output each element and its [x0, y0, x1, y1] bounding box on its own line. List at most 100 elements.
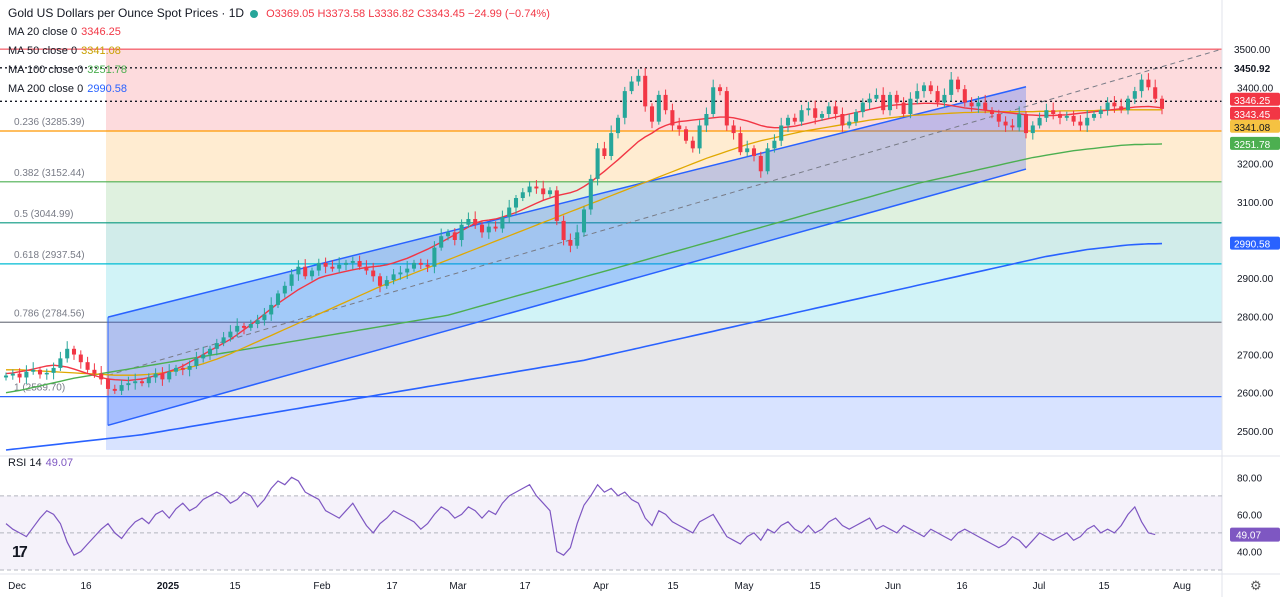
candle-49: [337, 257, 342, 273]
candle-95: [649, 103, 655, 129]
x-tick-15: 15: [1098, 581, 1110, 592]
candle-body: [969, 102, 974, 107]
candle-131: [894, 90, 899, 110]
candle-83: [568, 233, 573, 253]
candle-body: [513, 198, 519, 208]
candle-4: [31, 362, 36, 375]
candle-body: [221, 337, 226, 344]
candle-84: [575, 224, 580, 249]
candle-12: [85, 356, 90, 373]
candle-153: [1044, 103, 1049, 123]
chart-header: Gold US Dollars per Ounce Spot Prices · …: [8, 6, 550, 20]
candle-58: [398, 265, 403, 280]
candle-body: [405, 268, 410, 273]
candle-body: [758, 156, 763, 172]
candle-body: [588, 178, 593, 210]
candle-161: [1098, 105, 1103, 119]
candle-body: [615, 117, 621, 134]
candle-body: [71, 348, 77, 355]
candle-41: [282, 281, 287, 298]
candle-body: [989, 110, 995, 114]
candle-55: [377, 273, 383, 293]
price-tag-bg-7: [1230, 236, 1280, 250]
candle-body: [282, 285, 287, 294]
candle-167: [1139, 74, 1144, 98]
candle-42: [289, 269, 294, 292]
candle-body: [507, 207, 512, 218]
candle-1: [10, 369, 15, 380]
candle-150: [1023, 110, 1029, 139]
rsi-value-tag-bg: [1230, 527, 1280, 542]
candle-body: [976, 102, 981, 107]
candle-33: [228, 325, 233, 342]
candle-body: [1071, 115, 1076, 122]
candle-68: [466, 212, 471, 228]
candle-body: [1125, 98, 1131, 111]
x-tick-14: Jul: [1033, 581, 1046, 592]
candle-body: [745, 148, 750, 153]
candle-18: [126, 376, 131, 391]
candle-body: [751, 148, 757, 156]
candle-52: [357, 255, 362, 270]
x-tick-10: May: [735, 581, 754, 592]
candle-28: [194, 351, 199, 370]
candle-body: [826, 106, 831, 114]
candle-body: [357, 261, 362, 267]
candle-body: [17, 373, 22, 378]
candle-5: [37, 366, 43, 379]
candle-body: [275, 293, 281, 305]
candle-body: [1051, 110, 1056, 114]
candle-body: [819, 114, 825, 118]
price-tag-bg-3: [1230, 92, 1280, 106]
candle-body: [1119, 106, 1124, 111]
candle-body: [581, 209, 587, 233]
candle-65: [445, 229, 451, 241]
y-tick-9: 3400.00: [1237, 83, 1274, 94]
candle-51: [350, 256, 355, 270]
candle-body: [1023, 114, 1029, 134]
candle-body: [1098, 110, 1103, 114]
candle-body: [908, 98, 913, 114]
channel-fill: [108, 86, 1026, 426]
rsi-line: [5, 476, 1156, 557]
candle-36: [248, 319, 253, 331]
candle-body: [962, 89, 967, 103]
candle-body: [853, 112, 859, 122]
x-tick-4: Feb: [313, 581, 331, 592]
tradingview-logo-icon[interactable]: 17: [12, 544, 28, 561]
candle-96: [656, 90, 661, 125]
candle-body: [119, 385, 124, 391]
candle-body: [983, 102, 988, 111]
candle-17: [119, 379, 124, 396]
ma200-legend[interactable]: MA 200 close 0 2990.58: [8, 83, 127, 95]
candle-body: [241, 325, 247, 328]
candle-149: [1017, 106, 1022, 132]
candle-body: [677, 125, 682, 130]
candle-71: [486, 222, 491, 239]
candle-body: [860, 102, 865, 113]
candle-24: [167, 364, 172, 383]
candle-body: [65, 348, 70, 359]
ma50-legend[interactable]: MA 50 close 0 3341.08: [8, 45, 121, 57]
candle-62: [425, 259, 430, 273]
y-tick-2: 2700.00: [1237, 351, 1274, 362]
candle-body: [112, 388, 117, 391]
candle-body: [31, 369, 36, 372]
candle-110: [751, 145, 757, 162]
candle-74: [507, 199, 512, 223]
ma100-legend[interactable]: MA 100 close 0 3251.78: [8, 64, 127, 76]
candle-body: [160, 373, 165, 380]
candle-76: [520, 188, 525, 202]
candle-body: [547, 190, 553, 195]
candle-body: [255, 320, 260, 324]
candle-123: [840, 107, 845, 132]
y-tick-6: 3100.00: [1237, 198, 1274, 209]
ma20-legend[interactable]: MA 20 close 0 3346.25: [8, 26, 121, 38]
candle-134: [915, 83, 920, 105]
candle-121: [826, 102, 831, 119]
settings-gear-icon[interactable]: ⚙: [1250, 578, 1262, 593]
candle-body: [10, 373, 15, 376]
candle-64: [439, 228, 444, 251]
rsi-legend[interactable]: RSI 14 49.07: [8, 457, 74, 469]
